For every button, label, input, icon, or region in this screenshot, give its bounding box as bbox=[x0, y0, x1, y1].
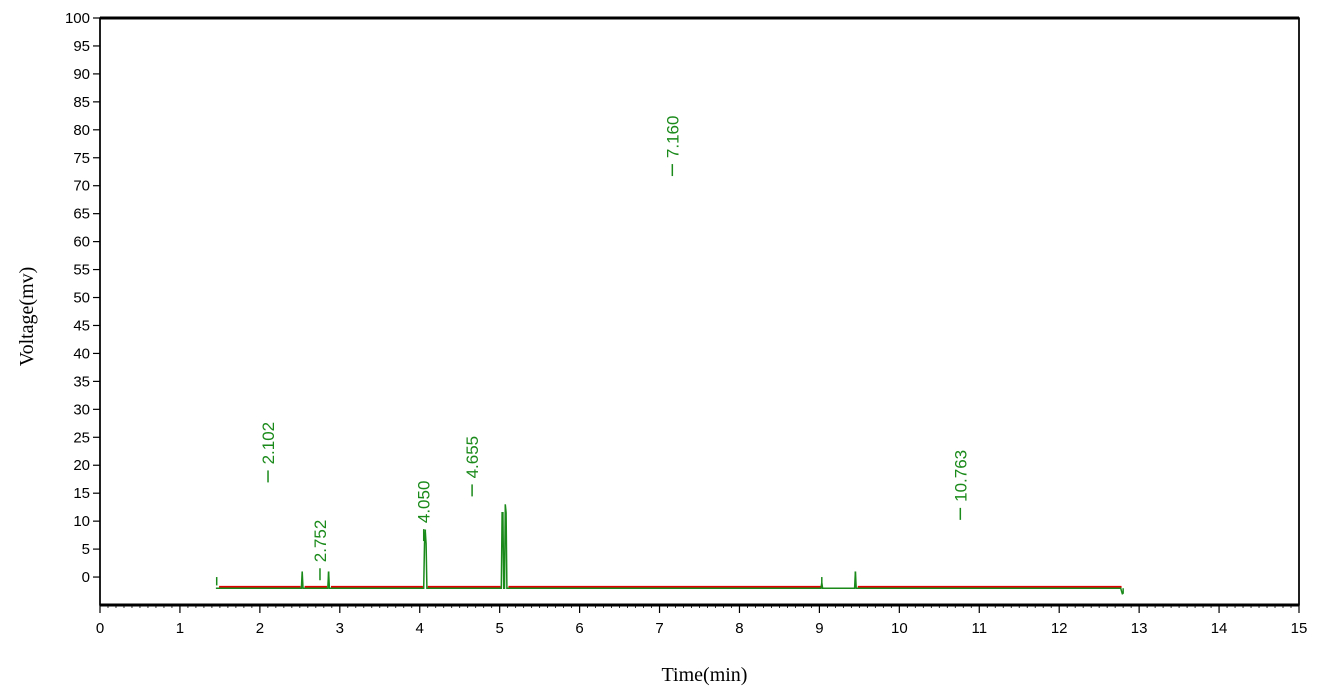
y-tick-label: 30 bbox=[73, 401, 90, 418]
y-tick-label: 90 bbox=[73, 66, 90, 83]
x-tick-label: 4 bbox=[416, 620, 424, 637]
y-tick-label: 10 bbox=[73, 513, 90, 530]
y-tick-label: 75 bbox=[73, 150, 90, 167]
y-tick-label: 40 bbox=[73, 345, 90, 362]
retention-time-label: 2.752 bbox=[311, 520, 330, 563]
retention-time-label: 10.763 bbox=[951, 450, 970, 502]
x-tick-label: 0 bbox=[96, 620, 104, 637]
x-tick-label: 7 bbox=[655, 620, 663, 637]
plot-frame bbox=[99, 17, 1300, 606]
x-tick-label: 2 bbox=[256, 620, 264, 637]
y-tick-label: 80 bbox=[73, 122, 90, 139]
y-tick-label: 50 bbox=[73, 290, 90, 307]
y-tick-label: 15 bbox=[73, 485, 90, 502]
y-tick-label: 70 bbox=[73, 178, 90, 195]
y-tick-label: 5 bbox=[82, 541, 90, 558]
x-tick-label: 9 bbox=[815, 620, 823, 637]
y-tick-label: 35 bbox=[73, 373, 90, 390]
y-axis-title: Voltage(mv) bbox=[16, 267, 38, 367]
y-tick-label: 85 bbox=[73, 94, 90, 111]
y-tick-label: 55 bbox=[73, 262, 90, 279]
x-tick-label: 5 bbox=[495, 620, 503, 637]
y-tick-label: 20 bbox=[73, 457, 90, 474]
y-tick-label: 45 bbox=[73, 317, 90, 334]
y-tick-label: 60 bbox=[73, 234, 90, 251]
x-tick-label: 10 bbox=[891, 620, 908, 637]
retention-time-label: 4.655 bbox=[463, 436, 482, 479]
x-tick-label: 15 bbox=[1291, 620, 1308, 637]
signal-line bbox=[215, 504, 1124, 595]
y-tick-label: 95 bbox=[73, 38, 90, 55]
retention-time-label: 2.102 bbox=[259, 422, 278, 465]
retention-time-label: 7.160 bbox=[663, 116, 682, 159]
x-tick-label: 14 bbox=[1211, 620, 1228, 637]
x-tick-label: 6 bbox=[575, 620, 583, 637]
x-tick-label: 13 bbox=[1131, 620, 1148, 637]
y-tick-label: 65 bbox=[73, 206, 90, 223]
x-tick-label: 11 bbox=[971, 620, 987, 637]
x-tick-label: 8 bbox=[735, 620, 743, 637]
y-tick-label: 25 bbox=[73, 429, 90, 446]
retention-time-label: 4.050 bbox=[415, 481, 434, 524]
x-tick-label: 1 bbox=[176, 620, 184, 637]
y-tick-label: 0 bbox=[82, 569, 90, 586]
x-tick-label: 12 bbox=[1051, 620, 1068, 637]
x-tick-label: 3 bbox=[336, 620, 344, 637]
x-axis-title: Time(min) bbox=[662, 664, 748, 686]
y-tick-label: 100 bbox=[65, 10, 90, 27]
